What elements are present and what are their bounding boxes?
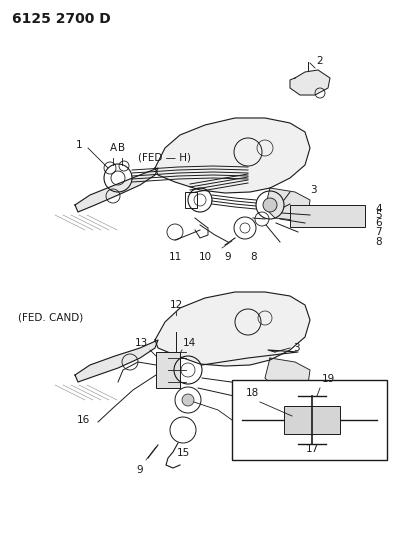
Polygon shape: [75, 340, 157, 382]
Circle shape: [182, 394, 193, 406]
Text: 2: 2: [315, 56, 322, 66]
Polygon shape: [75, 168, 157, 212]
Text: 13: 13: [135, 338, 148, 348]
Polygon shape: [289, 70, 329, 95]
Text: 8: 8: [250, 252, 257, 262]
Text: 7: 7: [292, 384, 299, 394]
Bar: [283, 406, 339, 434]
Circle shape: [262, 198, 276, 212]
Text: (FED — H): (FED — H): [138, 152, 191, 162]
Text: 3: 3: [292, 343, 299, 353]
Text: 4: 4: [374, 204, 381, 214]
Text: 10: 10: [198, 252, 211, 262]
Text: 18: 18: [245, 388, 258, 398]
Text: 1: 1: [75, 140, 82, 150]
Text: 9: 9: [224, 252, 231, 262]
Text: 12: 12: [169, 300, 182, 310]
Text: A: A: [109, 143, 116, 153]
Text: 6: 6: [374, 218, 381, 228]
Text: 7: 7: [374, 227, 381, 237]
Bar: [155, 352, 180, 388]
Text: 14: 14: [182, 338, 196, 348]
Text: B: B: [118, 143, 125, 153]
Bar: [184, 192, 196, 208]
Bar: [289, 205, 364, 227]
Polygon shape: [264, 358, 309, 390]
Bar: [231, 380, 386, 460]
Text: 8: 8: [374, 237, 381, 247]
Text: 3: 3: [309, 185, 316, 195]
Polygon shape: [155, 292, 309, 366]
Text: 8: 8: [282, 401, 289, 411]
Polygon shape: [155, 118, 309, 193]
Text: (FED. CAND): (FED. CAND): [18, 313, 83, 323]
Text: 6125 2700 D: 6125 2700 D: [12, 12, 110, 26]
Polygon shape: [264, 188, 309, 220]
Text: 19: 19: [321, 374, 335, 384]
Text: 16: 16: [76, 415, 90, 425]
Text: 17: 17: [305, 444, 318, 454]
Text: 15: 15: [176, 448, 189, 458]
Text: 11: 11: [168, 252, 181, 262]
Text: 9: 9: [136, 465, 143, 475]
Text: 5: 5: [374, 210, 381, 220]
